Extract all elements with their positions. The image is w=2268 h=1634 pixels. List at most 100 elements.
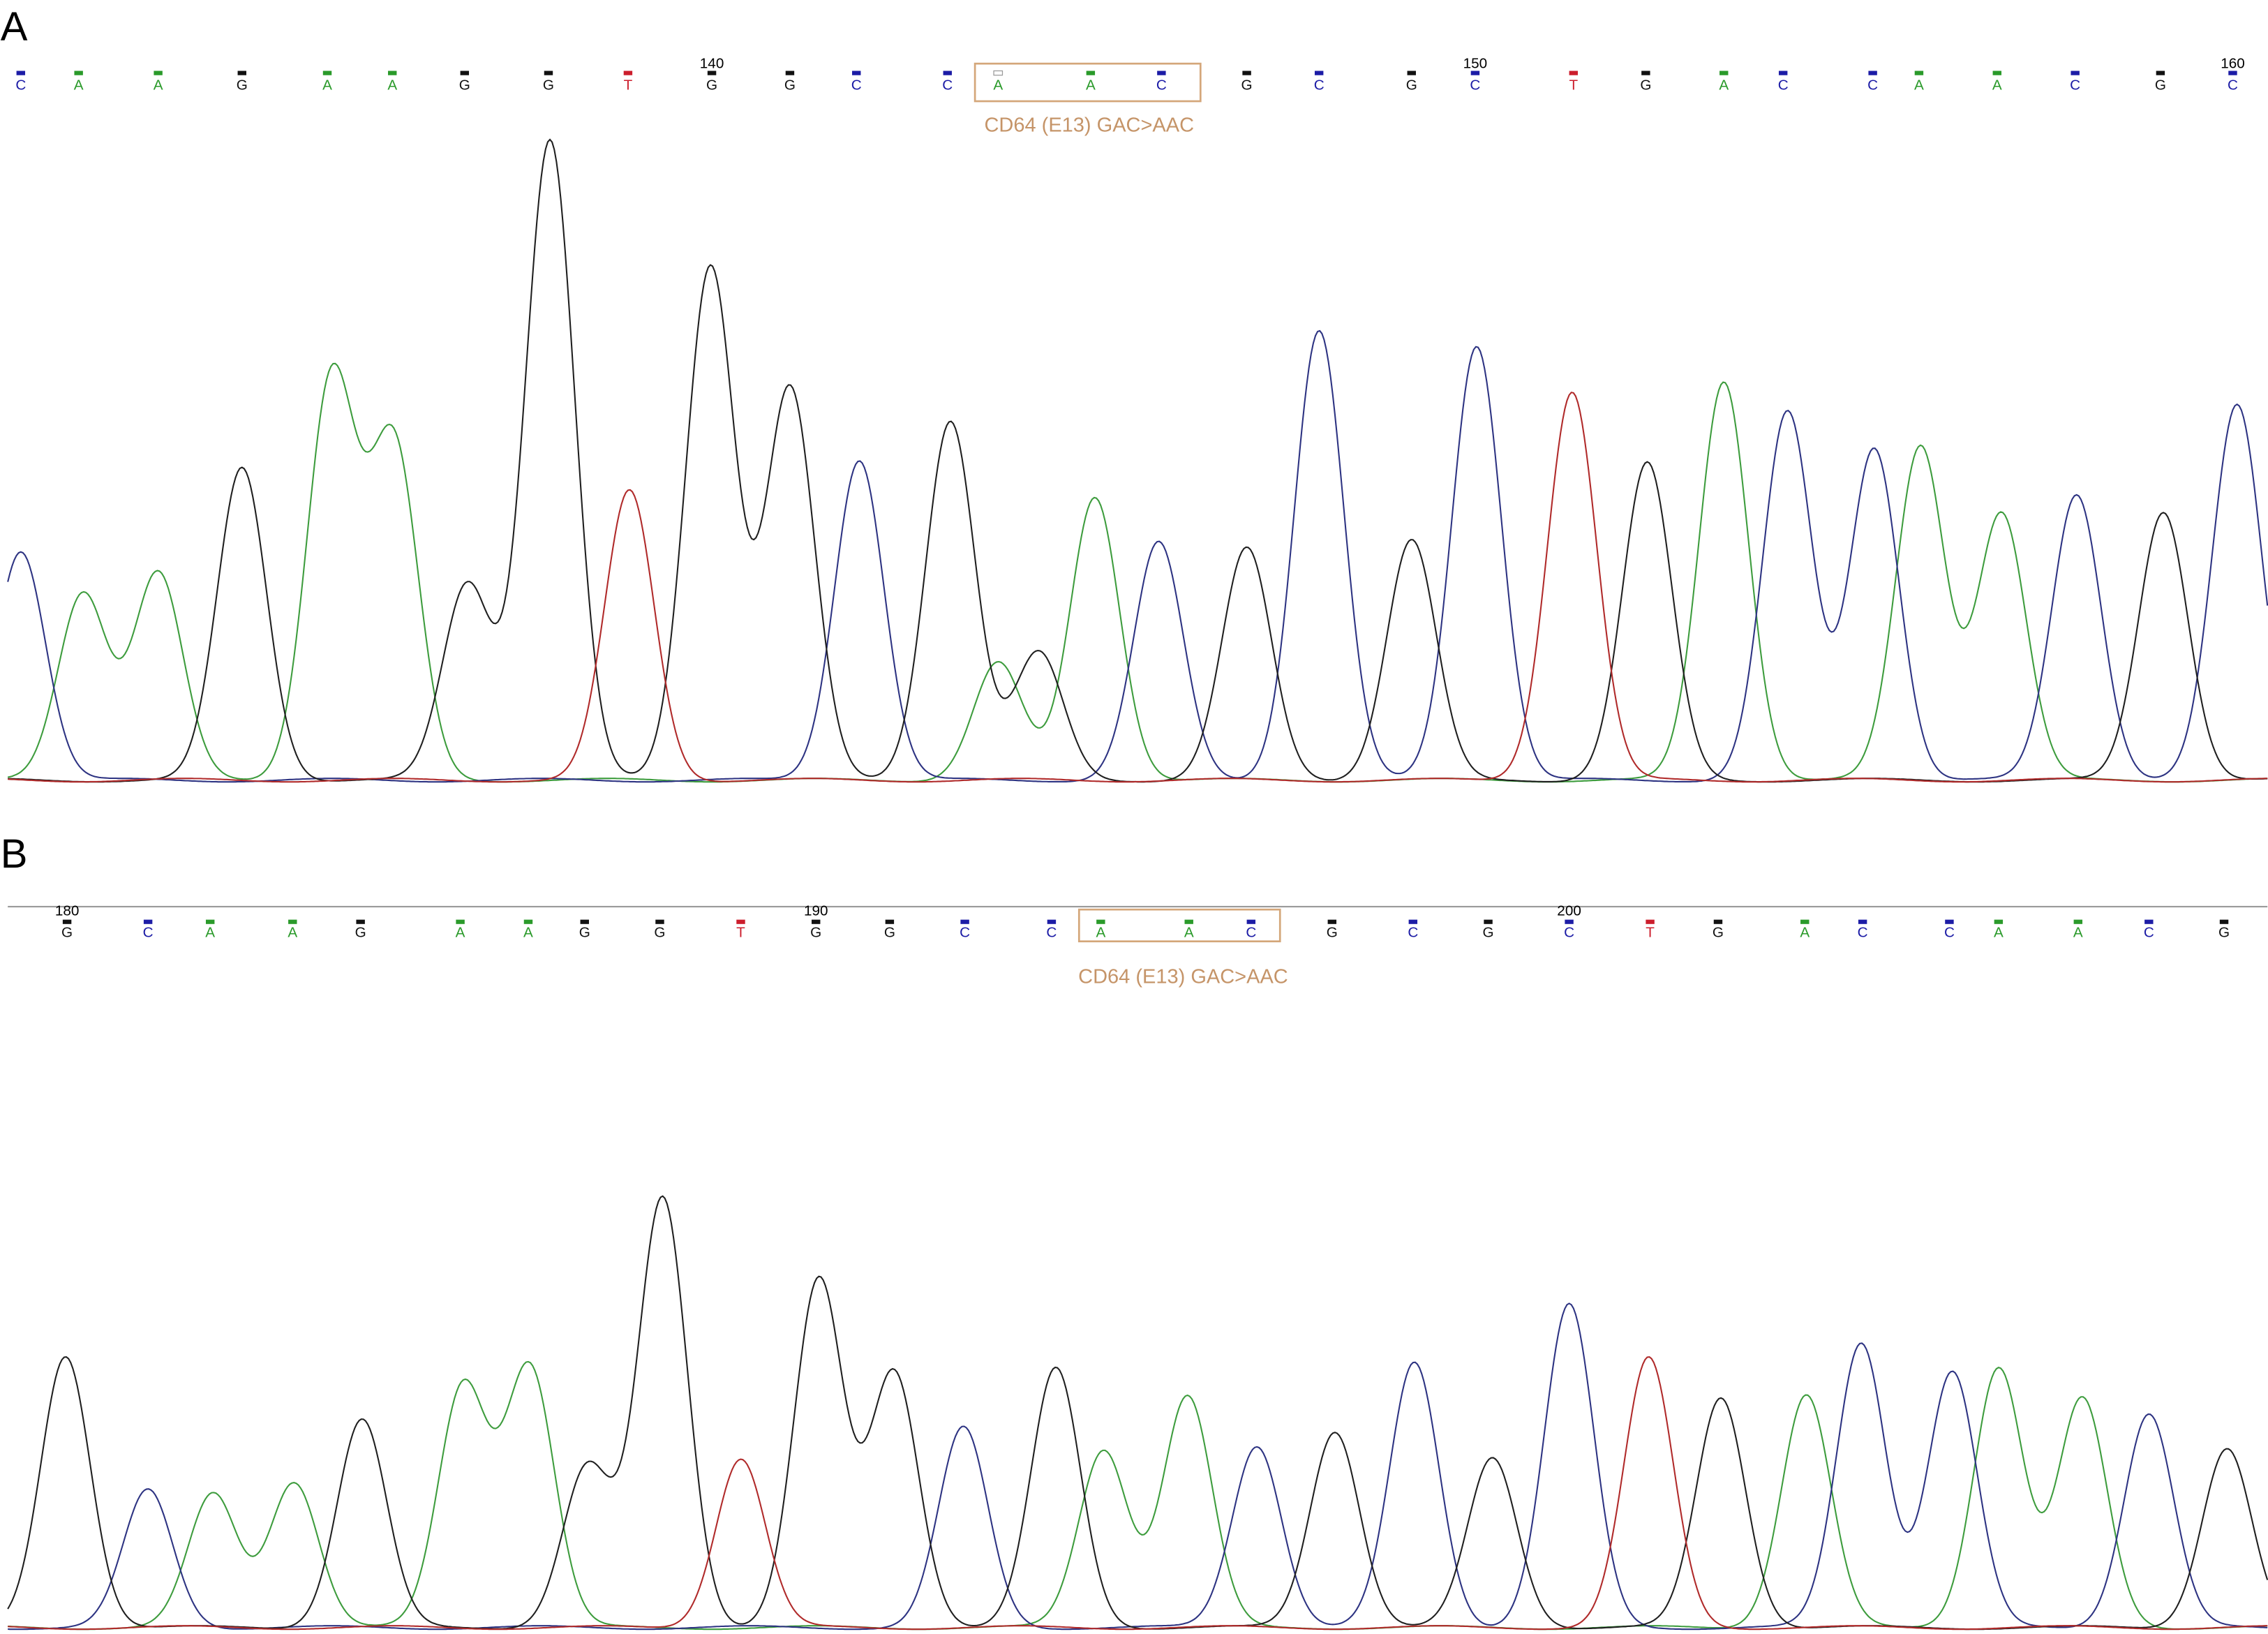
base-marker	[456, 919, 465, 924]
base-marker	[322, 70, 332, 75]
position-number: 190	[804, 903, 828, 919]
trace-a	[7, 362, 2268, 783]
trace-t	[8, 392, 2268, 783]
base-marker	[2228, 70, 2237, 75]
base-call: C	[1470, 77, 1480, 93]
base-marker	[1314, 70, 1324, 75]
base-marker	[1184, 919, 1193, 924]
base-marker	[1778, 70, 1788, 75]
position-number: 180	[55, 903, 80, 919]
base-marker	[523, 919, 533, 924]
base-call: C	[2228, 77, 2238, 93]
base-marker	[1719, 70, 1729, 75]
mutation-box	[973, 62, 1202, 103]
base-marker	[1484, 919, 1493, 924]
base-call: T	[736, 924, 745, 940]
panel-label: A	[1, 4, 28, 50]
base-call: A	[322, 77, 332, 93]
base-call: G	[1713, 924, 1724, 940]
base-marker	[1086, 70, 1096, 75]
base-call: C	[1858, 924, 1868, 940]
base-marker	[1945, 919, 1954, 924]
base-marker	[852, 70, 861, 75]
base-call: A	[387, 77, 397, 93]
base-marker	[62, 919, 72, 924]
trace-t	[8, 1356, 2268, 1631]
base-marker	[993, 70, 1004, 76]
base-call: C	[2070, 77, 2080, 93]
trace-c	[7, 329, 2268, 783]
base-call: A	[2073, 924, 2083, 940]
base-marker	[1858, 919, 1867, 924]
base-marker	[785, 70, 795, 75]
base-marker	[885, 919, 895, 924]
base-marker	[154, 70, 163, 75]
base-marker	[1646, 919, 1655, 924]
base-marker	[1565, 919, 1574, 924]
base-marker	[1470, 70, 1480, 75]
base-call: A	[1992, 77, 2002, 93]
position-number: 140	[700, 55, 724, 71]
base-call: A	[993, 77, 1003, 93]
base-call: C	[1944, 924, 1955, 940]
base-call: G	[1241, 77, 1253, 93]
base-call: A	[1994, 924, 2004, 940]
trace-c	[8, 1302, 2268, 1631]
mutation-box	[1077, 908, 1281, 943]
base-call: C	[1156, 77, 1167, 93]
base-marker	[580, 919, 589, 924]
base-call: C	[1867, 77, 1878, 93]
base-call: G	[1406, 77, 1417, 93]
base-call: G	[1483, 924, 1494, 940]
base-marker	[1408, 919, 1418, 924]
base-call: C	[1778, 77, 1789, 93]
base-marker	[1327, 919, 1337, 924]
base-call: A	[288, 924, 297, 940]
base-marker	[1246, 919, 1256, 924]
base-call: C	[1408, 924, 1418, 940]
base-marker	[2144, 919, 2154, 924]
panel-label: B	[1, 831, 28, 877]
base-call: T	[624, 77, 633, 93]
base-call: G	[654, 924, 665, 940]
base-call: C	[942, 77, 953, 93]
base-call: C	[1246, 924, 1256, 940]
position-number: 160	[2221, 55, 2245, 71]
mutation-annotation: CD64 (E13) GAC>AAC	[984, 114, 1194, 137]
base-marker	[655, 919, 664, 924]
base-call: C	[851, 77, 862, 93]
position-number: 200	[1557, 903, 1581, 919]
base-marker	[1569, 70, 1579, 75]
base-marker	[707, 70, 717, 75]
base-call: G	[2155, 77, 2166, 93]
base-call: A	[205, 924, 215, 940]
base-call: C	[1564, 924, 1574, 940]
base-marker	[237, 70, 246, 75]
base-call: A	[1914, 77, 1924, 93]
base-marker	[460, 70, 470, 75]
base-call: T	[1646, 924, 1655, 940]
base-marker	[1914, 70, 1924, 75]
base-marker	[388, 70, 397, 75]
base-call: A	[1719, 77, 1729, 93]
base-call: A	[456, 924, 465, 940]
base-call: G	[61, 924, 73, 940]
base-marker	[1047, 919, 1057, 924]
base-marker	[143, 919, 153, 924]
base-call: A	[1184, 924, 1194, 940]
base-marker	[2073, 919, 2083, 924]
base-call: A	[1800, 924, 1810, 940]
base-marker	[74, 70, 83, 75]
base-marker	[356, 919, 365, 924]
base-call: G	[2218, 924, 2230, 940]
base-marker	[16, 70, 26, 75]
base-call: C	[1314, 77, 1325, 93]
base-call: C	[1046, 924, 1057, 940]
base-call: G	[237, 77, 248, 93]
base-marker	[205, 919, 215, 924]
base-call: C	[143, 924, 154, 940]
base-call: G	[784, 77, 796, 93]
base-marker	[1868, 70, 1877, 75]
